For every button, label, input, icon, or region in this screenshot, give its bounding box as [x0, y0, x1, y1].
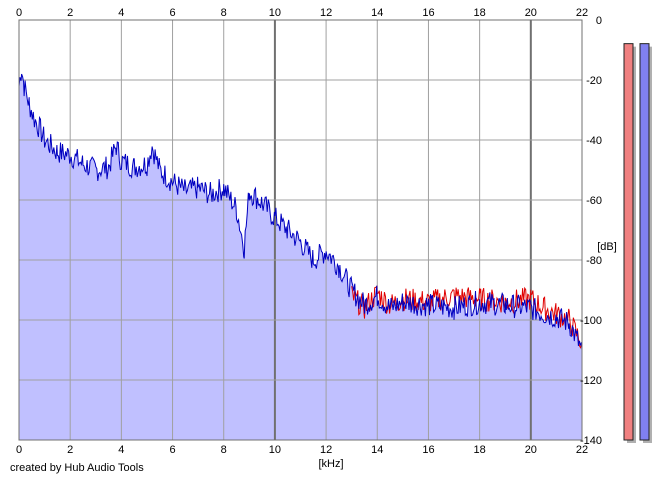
x-tick-label-top: 18 [474, 7, 486, 19]
plot-area [18, 19, 583, 441]
x-axis-label: [kHz] [318, 458, 343, 470]
x-tick-label-bottom: 16 [422, 444, 434, 456]
x-tick-label-top: 10 [269, 7, 281, 19]
series-lines-layer [18, 73, 583, 351]
x-tick-label-top: 14 [371, 7, 383, 19]
grid-layer [19, 20, 582, 440]
x-tick-label-top: 22 [576, 7, 588, 19]
x-tick-label-top: 2 [67, 7, 73, 19]
y-tick-label: -60 [586, 195, 602, 207]
level-meter-right [639, 43, 650, 441]
plot-frame [18, 19, 583, 441]
x-tick-label-bottom: 14 [371, 444, 383, 456]
x-tick-label-bottom: 10 [269, 444, 281, 456]
x-tick-label-top: 0 [16, 7, 22, 19]
y-tick-label: -100 [580, 315, 602, 327]
x-tick-label-top: 6 [169, 7, 175, 19]
x-tick-label-bottom: 22 [576, 444, 588, 456]
series-line-red [351, 285, 583, 349]
x-tick-label-bottom: 4 [118, 444, 124, 456]
x-tick-label-bottom: 2 [67, 444, 73, 456]
x-tick-label-top: 4 [118, 7, 124, 19]
y-tick-label: 0 [596, 15, 602, 27]
x-tick-label-bottom: 6 [169, 444, 175, 456]
x-tick-label-top: 12 [320, 7, 332, 19]
series-line-blue [18, 73, 583, 351]
level-meters [623, 43, 652, 444]
x-tick-label-bottom: 18 [474, 444, 486, 456]
x-axis-top-ticks: 0 2 4 6 8 10 12 14 16 18 20 22 [16, 7, 588, 19]
y-tick-label: -140 [580, 435, 602, 447]
credit-text: created by Hub Audio Tools [10, 462, 144, 474]
x-tick-label-bottom: 8 [221, 444, 227, 456]
y-tick-label: -120 [580, 375, 602, 387]
y-tick-label: -80 [586, 255, 602, 267]
x-tick-label-bottom: 12 [320, 444, 332, 456]
y-tick-label: -40 [586, 135, 602, 147]
y-axis-right-ticks: 0 -20 -40 -60 -80 -100 -120 -140 [580, 15, 602, 447]
x-tick-label-top: 8 [221, 7, 227, 19]
x-tick-label-top: 16 [422, 7, 434, 19]
level-meter-left [623, 43, 634, 441]
y-axis-label: [dB] [597, 241, 617, 253]
x-tick-label-bottom: 0 [16, 444, 22, 456]
x-axis-bottom-ticks: 0 2 4 6 8 10 12 14 16 18 20 22 [16, 444, 588, 456]
x-tick-label-bottom: 20 [525, 444, 537, 456]
x-tick-label-top: 20 [525, 7, 537, 19]
y-tick-label: -20 [586, 75, 602, 87]
